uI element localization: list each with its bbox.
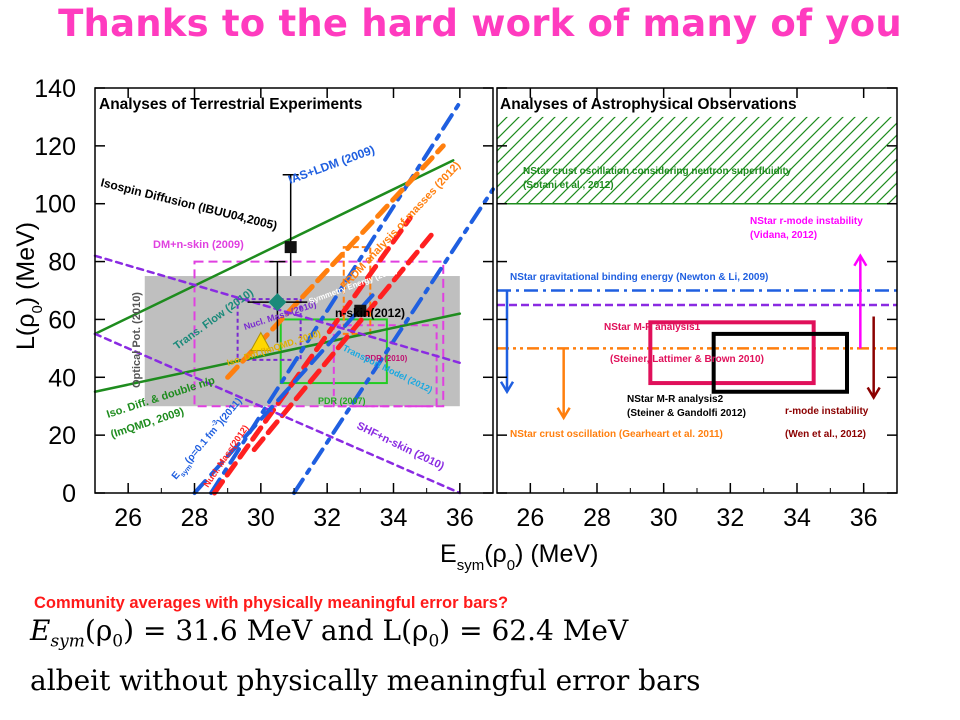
right-label-6: (Steiner, Lattimer & Brown 2010) — [610, 354, 764, 365]
right-label-4: NStar gravitational binding energy (Newt… — [510, 272, 768, 283]
right-label-7: NStar M-R analysis2 — [627, 394, 724, 405]
x-tick-label-0-4: 34 — [380, 504, 408, 532]
esym-arg-close: ) — [123, 614, 135, 647]
y-tick-label-5: 100 — [34, 191, 76, 219]
question-text: Community averages with physically meani… — [34, 594, 509, 612]
right-label-2: NStar r-mode instability — [750, 216, 863, 227]
esym-symbol: E — [30, 614, 51, 647]
mr-box-1 — [711, 331, 850, 394]
y-tick-label-6: 120 — [34, 133, 76, 161]
x-tick-label-1-2: 30 — [650, 504, 678, 532]
arrow-head-0 — [499, 381, 515, 395]
x-tick-label-1-4: 34 — [783, 504, 811, 532]
point-marker-2 — [354, 304, 367, 317]
right-label-1: (Sotani et al., 2012) — [523, 180, 614, 191]
astrophysical-panel: NStar crust oscillation considering neut… — [497, 96, 897, 440]
x-axis-label-part-1: sym — [457, 557, 485, 574]
caveat-text: albeit without physically meaningful err… — [30, 664, 701, 697]
y-tick-label-3: 60 — [48, 306, 76, 334]
terrestrial-panel: Isospin Diffusion (IBUU04,2005)IAS+LDM (… — [93, 96, 495, 496]
arrow-head-1 — [556, 407, 571, 421]
esym-density-part-2: (ρ=0.1 fm — [183, 425, 220, 466]
x-tick-label-0-3: 32 — [313, 504, 341, 532]
x-axis-label-part-3: 0 — [507, 557, 515, 574]
mr-box-0 — [648, 320, 816, 386]
band-line-1-1 — [292, 187, 495, 495]
right-label-10: r-mode instability — [785, 406, 869, 417]
esym-arg-sub: 0 — [112, 631, 124, 652]
point-marker-3 — [249, 331, 272, 352]
left-label-19: PDR (2007) — [318, 396, 366, 406]
left-label-0: Isospin Diffusion (IBUU04,2005) — [99, 175, 278, 232]
esym-arg: (ρ — [84, 614, 113, 647]
right-label-3: (Vidana, 2012) — [750, 230, 817, 241]
point-marker-1 — [268, 293, 287, 312]
arrow-head-3 — [866, 386, 881, 400]
arrow-head-2 — [853, 253, 868, 267]
y-axis-label: L(ρ0) (MeV) — [12, 222, 46, 350]
y-tick-label-1: 20 — [48, 422, 76, 450]
x-tick-label-0-5: 36 — [446, 504, 474, 532]
nucl-mass-box — [236, 298, 302, 361]
left-label-18: PDR (2010) — [365, 354, 408, 363]
right-label-11: (Wen et al., 2012) — [785, 429, 866, 440]
l-arg-sub: 0 — [428, 631, 440, 652]
band-line-4-1 — [93, 332, 462, 495]
left-label-16: SHF+n-skin (2010) — [355, 420, 447, 473]
right-label-5: NStar M-R analysis1 — [604, 322, 701, 333]
band-line-3-1 — [251, 230, 436, 453]
left-label-4: Optical Pot. (2010) — [131, 292, 143, 388]
left-panel-title: Analyses of Terrestrial Experiments — [99, 96, 362, 113]
band-line-3-0 — [211, 215, 413, 496]
right-panel-title: Analyses of Astrophysical Observations — [500, 96, 797, 113]
y-axis-label-part-2: ) (MeV) — [12, 222, 40, 305]
y-tick-label-7: 140 — [34, 75, 76, 103]
slide-title: Thanks to the hard work of many of you — [58, 2, 902, 45]
esym-value: = 31.6 MeV and L(ρ — [142, 614, 429, 647]
symmetry-energy-box — [342, 246, 372, 335]
x-axis-label-part-2: (ρ — [484, 540, 507, 568]
x-tick-label-1-3: 32 — [716, 504, 744, 532]
point-marker-0 — [284, 241, 297, 254]
x-axis-label: Esym(ρ0) (MeV) — [440, 540, 598, 574]
x-tick-label-1-5: 36 — [850, 504, 878, 532]
constraint-box-1 — [193, 260, 445, 408]
esym-density-part-3: -3 — [210, 419, 219, 428]
right-label-8: (Steiner & Gandolfi 2012) — [627, 408, 746, 419]
band-line-5-0 — [192, 288, 379, 495]
left-label-17: n-skin(2012) — [335, 306, 405, 320]
x-tick-label-0-1: 28 — [181, 504, 209, 532]
constraint-box-3 — [332, 324, 438, 408]
y-axis-label-part-1: 0 — [29, 305, 46, 313]
x-axis-label-part-0: E — [440, 540, 457, 568]
y-tick-label-4: 80 — [48, 249, 76, 277]
y-axis-label-group: L(ρ0) (MeV) — [12, 222, 46, 350]
x-tick-label-0-2: 30 — [247, 504, 275, 532]
x-tick-label-0-0: 26 — [114, 504, 142, 532]
y-axis-label-part-0: L(ρ — [12, 314, 40, 350]
y-tick-label-0: 0 — [62, 480, 76, 508]
x-axis-label-part-4: ) (MeV) — [515, 540, 598, 568]
band-line-0-1 — [93, 312, 462, 393]
x-tick-label-1-1: 28 — [583, 504, 611, 532]
x-tick-label-1-0: 26 — [516, 504, 544, 532]
left-label-1: IAS+LDM (2009) — [286, 143, 376, 187]
right-label-9: NStar crust oscillation (Gearheart et al… — [510, 429, 723, 440]
right-label-0: NStar crust oscillation considering neut… — [523, 166, 792, 177]
esym-sub: sym — [50, 631, 85, 652]
y-tick-label-2: 40 — [48, 364, 76, 392]
band-line-0-0 — [93, 159, 455, 336]
axes: 26 28 30 32 34 36 26 28 30 32 34 36 0 20 40 60 80 100 120 1… — [12, 75, 898, 574]
chart: Isospin Diffusion (IBUU04,2005)IAS+LDM (… — [12, 75, 898, 574]
l-value: ) = 62.4 MeV — [439, 614, 629, 647]
equation: Esym(ρ0) = 31.6 MeV and L(ρ0) = 62.4 MeV — [30, 614, 628, 652]
hatched-region — [497, 116, 897, 204]
left-label-3: DM+n-skin (2009) — [153, 239, 244, 251]
